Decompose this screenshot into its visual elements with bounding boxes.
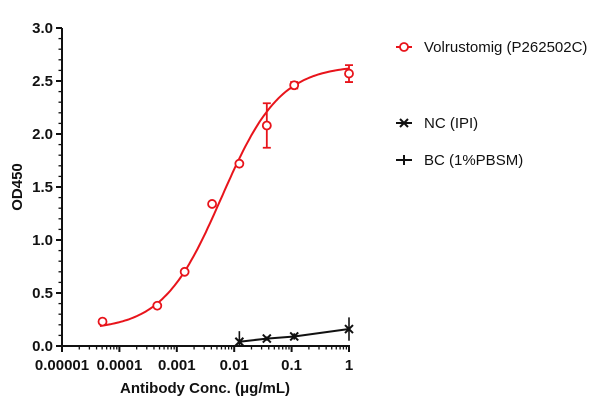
y-tick-label: 1.5 xyxy=(32,179,53,196)
x-tick-label: 0.00001 xyxy=(35,357,89,374)
data-point-nc xyxy=(344,324,354,334)
data-point-volrustomig xyxy=(234,158,245,169)
y-axis-title: OD450 xyxy=(9,163,26,211)
data-point-nc xyxy=(289,331,299,342)
y-tick-label: 2.0 xyxy=(32,126,53,143)
data-point-volrustomig xyxy=(152,300,163,311)
legend-circle-marker-icon xyxy=(399,42,409,52)
x-axis-title: Antibody Conc. (μg/mL) xyxy=(120,380,290,397)
legend-item-volrustomig: Volrustomig (P262502C) xyxy=(396,39,587,56)
data-point-volrustomig xyxy=(97,316,108,327)
y-tick-label: 0.0 xyxy=(32,338,53,355)
data-point-volrustomig xyxy=(344,68,354,79)
legend-item-bc: BC (1%PBSM) xyxy=(396,152,523,169)
data-point-volrustomig xyxy=(179,266,190,277)
line-nc xyxy=(239,328,350,343)
x-tick-label: 1 xyxy=(345,357,353,374)
legend: Volrustomig (P262502C) NC (IPI) BC (1%PB… xyxy=(396,39,587,169)
legend-x-marker-icon xyxy=(399,118,409,128)
y-tick-label: 1.0 xyxy=(32,232,53,249)
fit-curve-volrustomig xyxy=(99,67,350,327)
legend-label: NC (IPI) xyxy=(424,115,478,132)
legend-label: Volrustomig (P262502C) xyxy=(424,39,587,56)
legend-label: BC (1%PBSM) xyxy=(424,152,523,169)
plot-area xyxy=(97,64,354,347)
x-tick-label: 0.01 xyxy=(220,357,249,374)
y-tick-label: 0.5 xyxy=(32,285,53,302)
x-tick-label: 0.1 xyxy=(281,357,302,374)
x-tick-label: 0.001 xyxy=(158,357,196,374)
y-tick-label: 3.0 xyxy=(32,20,53,37)
legend-item-nc: NC (IPI) xyxy=(396,115,478,132)
data-point-nc xyxy=(262,333,272,344)
data-point-nc xyxy=(234,337,245,347)
data-point-volrustomig xyxy=(261,120,272,131)
y-tick-label: 2.5 xyxy=(32,73,53,90)
data-point-volrustomig xyxy=(207,199,217,209)
data-point-volrustomig xyxy=(289,80,300,91)
x-tick-label: 0.0001 xyxy=(96,357,142,374)
axes: 0.00001 0.0001 0.001 0.01 0.1 1 0.0 0.5 1.0 1.5 2.… xyxy=(32,20,353,374)
